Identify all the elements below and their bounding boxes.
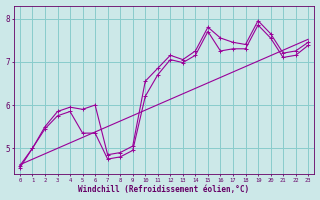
X-axis label: Windchill (Refroidissement éolien,°C): Windchill (Refroidissement éolien,°C) [78,185,250,194]
